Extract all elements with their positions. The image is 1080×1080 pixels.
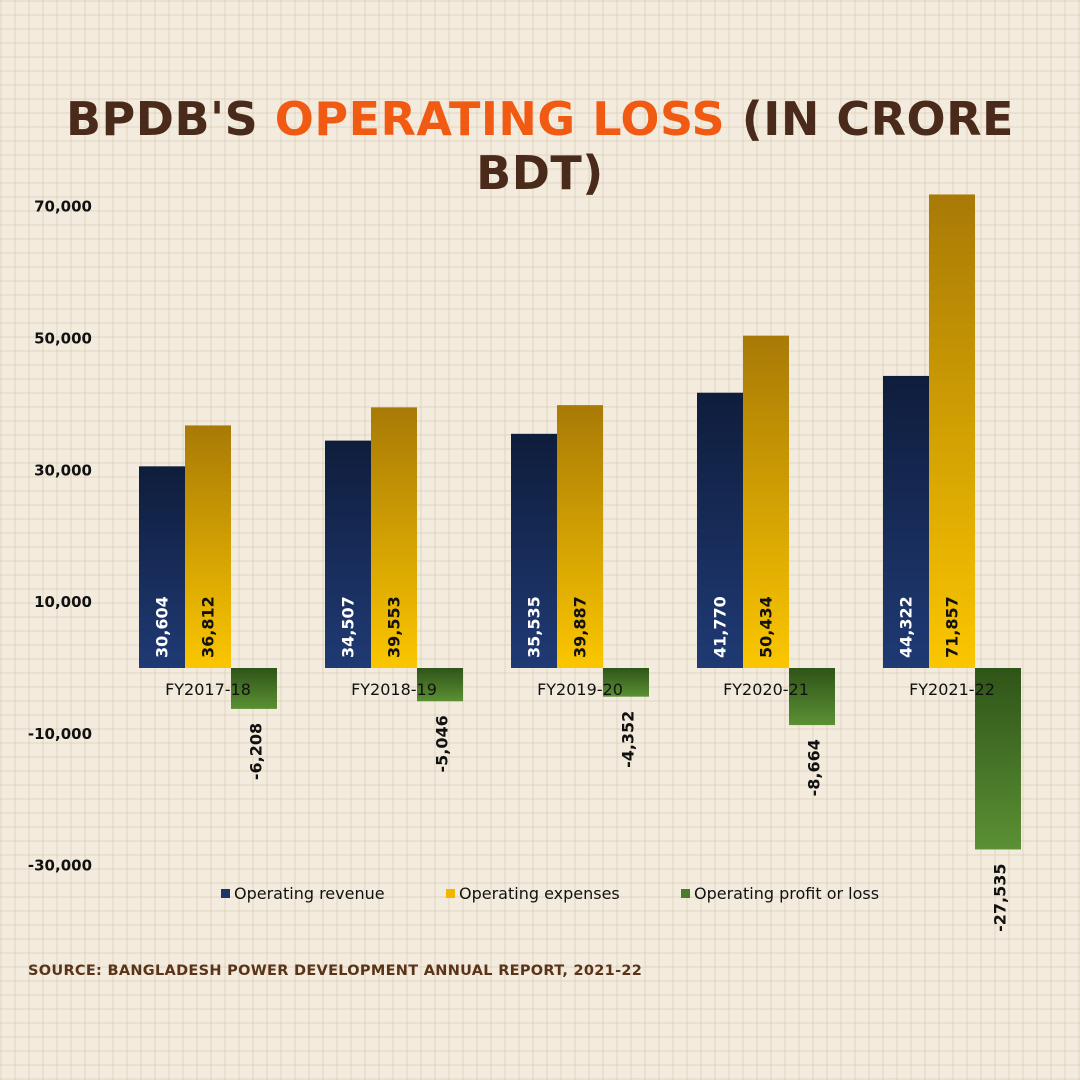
expenses-bar xyxy=(185,425,231,668)
category-label: FY2019-20 xyxy=(537,680,623,699)
revenue-bar xyxy=(511,433,557,668)
revenue-data-label: 34,507 xyxy=(339,596,358,658)
revenue-bar xyxy=(325,440,371,668)
revenue-bar xyxy=(697,392,743,668)
profit-loss-data-label: -27,535 xyxy=(991,863,1010,931)
chart-title: BPDB'S OPERATING LOSS (IN CRORE BDT) xyxy=(0,92,1080,200)
category-label: FY2021-22 xyxy=(909,680,995,699)
revenue-bar xyxy=(139,466,185,668)
profit-loss-bar xyxy=(975,668,1021,850)
revenue-data-label: 35,535 xyxy=(525,596,544,658)
profit-loss-bar xyxy=(231,668,277,709)
y-tick-label: 70,000 xyxy=(34,198,92,216)
y-tick-label: -10,000 xyxy=(28,725,92,743)
legend-swatch xyxy=(446,889,455,898)
source-note: SOURCE: BANGLADESH POWER DEVELOPMENT ANN… xyxy=(28,963,643,979)
legend-label: Operating revenue xyxy=(234,884,385,903)
profit-loss-data-label: -5,046 xyxy=(433,715,452,772)
category-label: FY2017-18 xyxy=(165,680,251,699)
y-tick-label: -30,000 xyxy=(28,857,92,875)
legend-label: Operating profit or loss xyxy=(694,884,879,903)
expenses-data-label: 50,434 xyxy=(757,596,776,658)
revenue-data-label: 44,322 xyxy=(897,596,916,658)
profit-loss-data-label: -6,208 xyxy=(247,723,266,780)
revenue-data-label: 41,770 xyxy=(711,596,730,658)
category-label: FY2018-19 xyxy=(351,680,437,699)
expenses-bar xyxy=(557,405,603,668)
profit-loss-data-label: -4,352 xyxy=(619,711,638,768)
profit-loss-bar xyxy=(603,668,649,697)
y-tick-label: 10,000 xyxy=(34,593,92,611)
expenses-data-label: 71,857 xyxy=(943,596,962,658)
expenses-bar xyxy=(743,335,789,668)
expenses-data-label: 39,553 xyxy=(385,596,404,658)
revenue-data-label: 30,604 xyxy=(153,596,172,658)
profit-loss-data-label: -8,664 xyxy=(805,739,824,796)
expenses-data-label: 39,887 xyxy=(571,596,590,658)
legend-swatch xyxy=(221,889,230,898)
profit-loss-bar xyxy=(789,668,835,726)
title-highlight: OPERATING LOSS xyxy=(274,92,726,146)
y-tick-label: 30,000 xyxy=(34,461,92,479)
legend-label: Operating expenses xyxy=(459,884,620,903)
legend-swatch xyxy=(681,889,690,898)
expenses-bar xyxy=(929,194,975,668)
profit-loss-bar xyxy=(417,668,463,702)
title-part1: BPDB'S xyxy=(66,92,275,146)
expenses-bar xyxy=(371,407,417,668)
revenue-bar xyxy=(883,375,929,668)
expenses-data-label: 36,812 xyxy=(199,596,218,658)
y-tick-label: 50,000 xyxy=(34,330,92,348)
category-label: FY2020-21 xyxy=(723,680,809,699)
title-part2: (IN CRORE BDT) xyxy=(476,92,1014,200)
